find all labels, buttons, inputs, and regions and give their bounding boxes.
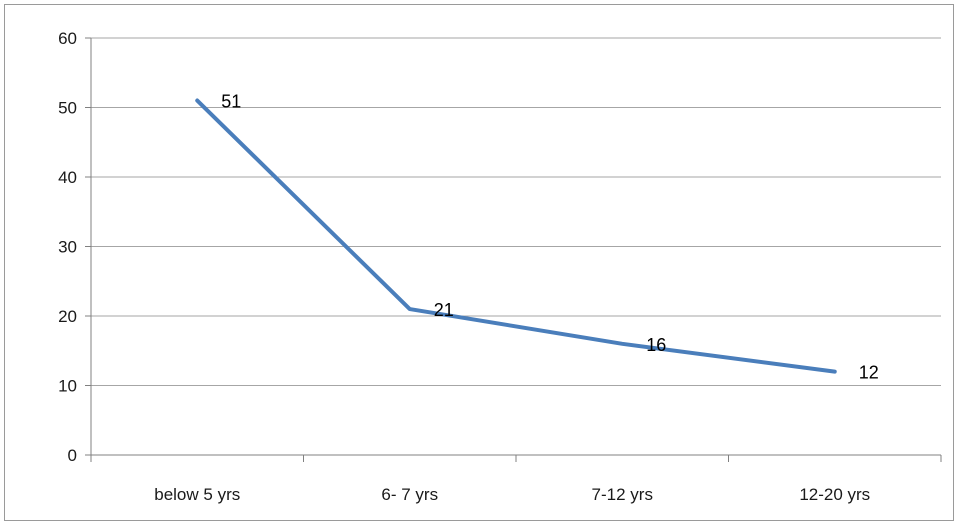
y-tick-label: 0 bbox=[68, 446, 77, 465]
series-line-group bbox=[195, 98, 837, 374]
y-tick-label: 50 bbox=[58, 99, 77, 118]
data-label: 51 bbox=[221, 92, 241, 112]
x-category-label: 12-20 yrs bbox=[799, 485, 870, 504]
data-label: 16 bbox=[646, 335, 666, 355]
data-label: 21 bbox=[434, 300, 454, 320]
y-tick-label: 10 bbox=[58, 377, 77, 396]
x-category-label: 6- 7 yrs bbox=[381, 485, 438, 504]
x-category-label: 7-12 yrs bbox=[592, 485, 653, 504]
data-label: 12 bbox=[859, 363, 879, 383]
gridlines bbox=[91, 37, 941, 386]
y-tick-label: 40 bbox=[58, 168, 77, 187]
x-axis-category-labels: below 5 yrs 6- 7 yrs 7-12 yrs 12-20 yrs bbox=[154, 485, 870, 504]
axes bbox=[85, 37, 942, 462]
data-labels: 51 21 16 12 bbox=[221, 92, 879, 383]
x-category-label: below 5 yrs bbox=[154, 485, 240, 504]
y-axis-tick-labels: 0 10 20 30 40 50 60 bbox=[58, 29, 77, 465]
chart-frame: 0 10 20 30 40 50 60 below 5 yrs 6- 7 yrs 7-12 yr… bbox=[4, 4, 954, 521]
y-tick-label: 30 bbox=[58, 238, 77, 257]
y-tick-label: 20 bbox=[58, 307, 77, 326]
y-tick-label: 60 bbox=[58, 29, 77, 48]
series-line bbox=[195, 98, 837, 374]
line-chart: 0 10 20 30 40 50 60 below 5 yrs 6- 7 yrs 7-12 yr… bbox=[58, 29, 942, 504]
